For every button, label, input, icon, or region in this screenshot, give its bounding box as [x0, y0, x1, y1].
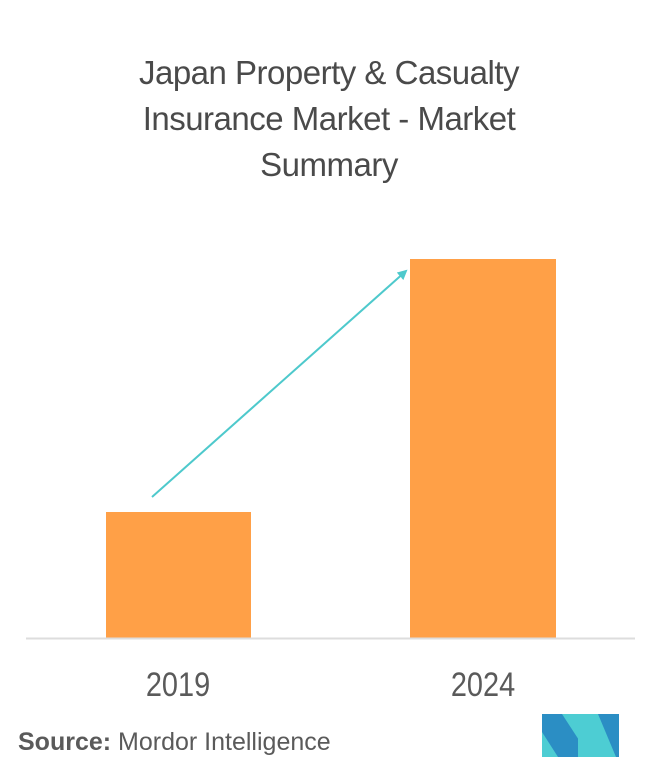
source-label: Source: — [18, 728, 112, 756]
title-line-1: Japan Property & Casualty — [138, 54, 520, 91]
x-tick-2024: 2024 — [450, 666, 516, 704]
chart-title: Japan Property & Casualty Insurance Mark… — [0, 50, 658, 188]
source-line: Source: Mordor Intelligence — [18, 728, 331, 757]
bar-2024 — [410, 259, 556, 638]
title-line-2: Insurance Market - Market — [142, 100, 516, 137]
mordor-intelligence-logo-icon — [542, 714, 619, 757]
growth-arrow-icon — [151, 269, 408, 498]
title-line-3: Summary — [260, 146, 398, 183]
source-name: Mordor Intelligence — [118, 728, 331, 756]
bar-2019 — [106, 512, 251, 638]
x-tick-2019: 2019 — [145, 666, 211, 704]
